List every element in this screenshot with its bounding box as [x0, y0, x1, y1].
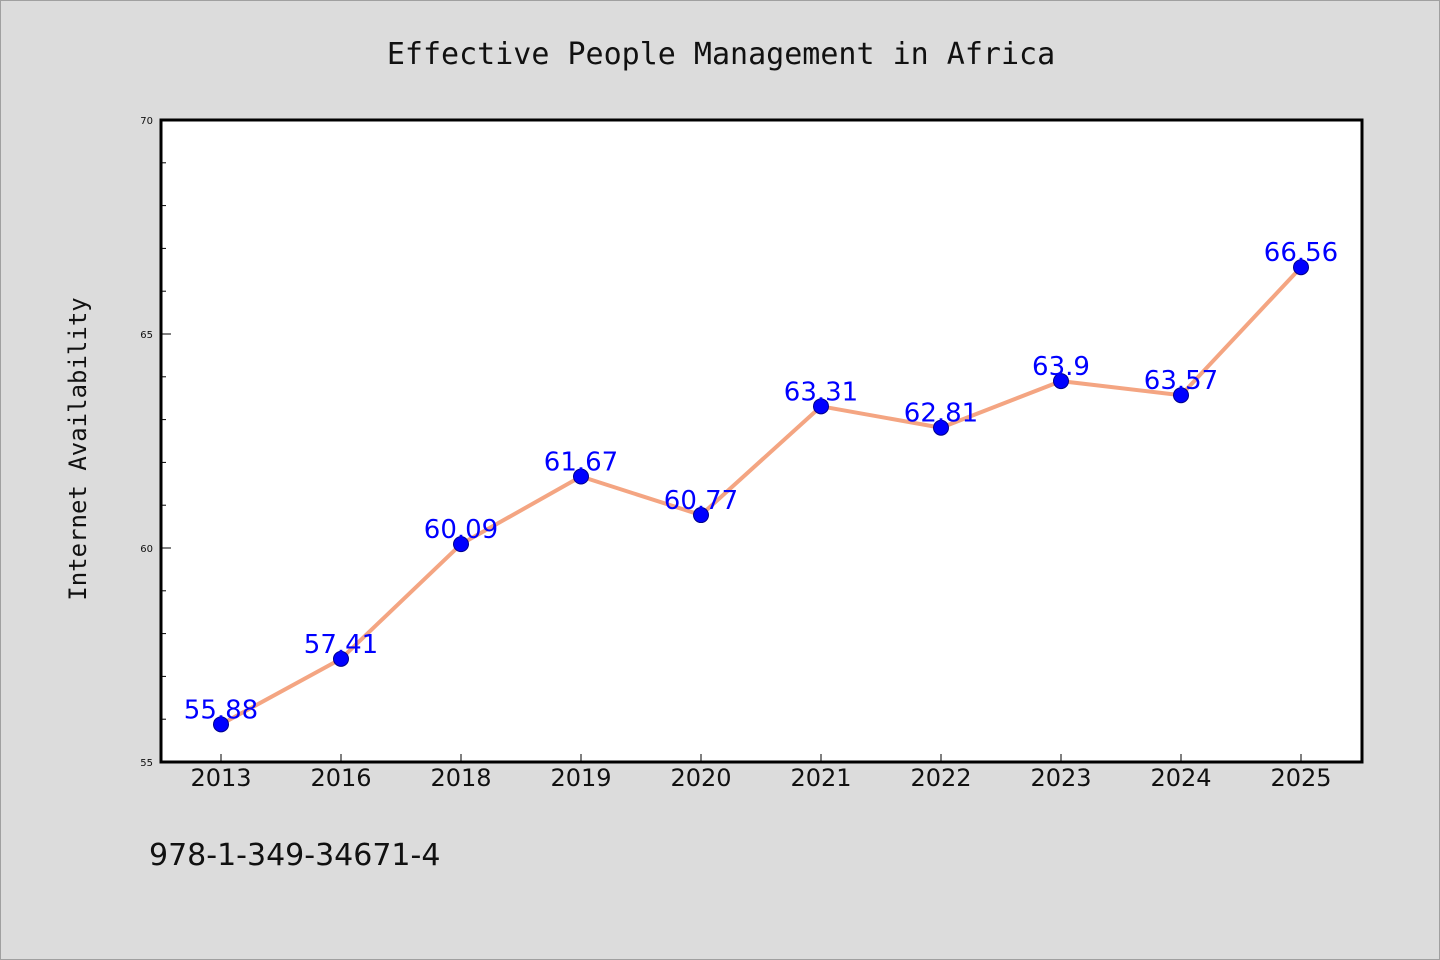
- series-line: [219, 265, 1303, 727]
- x-tick-label: 2018: [430, 764, 491, 792]
- data-label: 66.56: [1264, 238, 1338, 268]
- data-point: [213, 716, 229, 733]
- footnote-isbn: 978-1-349-34671-4: [149, 838, 440, 873]
- data-point: [1053, 373, 1069, 390]
- data-label: 60.09: [424, 515, 498, 545]
- x-tick-label: 2024: [1150, 764, 1211, 792]
- y-tick-label: 65: [140, 330, 153, 341]
- y-tick-label: 55: [140, 758, 153, 769]
- data-label: 63.57: [1144, 366, 1218, 396]
- data-label: 63.31: [784, 377, 858, 407]
- data-label: 60.77: [664, 486, 738, 516]
- y-tick-label: 70: [140, 116, 153, 127]
- data-point: [813, 398, 829, 415]
- y-tick-label: 60: [140, 544, 153, 555]
- chart-title: Effective People Management in Africa: [387, 37, 1055, 72]
- x-tick-label: 2025: [1270, 764, 1331, 792]
- data-point: [333, 650, 349, 667]
- data-label: 57.41: [304, 630, 378, 660]
- data-label: 62.81: [904, 399, 978, 429]
- data-label: 61.67: [544, 448, 618, 478]
- x-tick-label: 2023: [1030, 764, 1091, 792]
- x-axis: 2013 2016 2018 2019 2020 2021 2022 2023 2024 2025: [190, 754, 1332, 792]
- y-axis-label: Internet Availability: [64, 297, 92, 600]
- x-tick-label: 2020: [670, 764, 731, 792]
- data-point: [573, 468, 589, 485]
- data-point: [693, 507, 709, 524]
- data-label: 63.9: [1032, 352, 1090, 382]
- y-axis: 55 60 65 70: [140, 116, 171, 769]
- series-internet-availability: [213, 259, 1309, 733]
- plot-area: [159, 118, 1364, 764]
- x-tick-label: 2019: [550, 764, 611, 792]
- data-point: [933, 419, 949, 436]
- data-point: [1293, 259, 1309, 276]
- x-tick-label: 2013: [190, 764, 251, 792]
- data-point: [1173, 387, 1189, 404]
- x-tick-label: 2021: [790, 764, 851, 792]
- data-point: [453, 536, 469, 553]
- x-tick-label: 2022: [910, 764, 971, 792]
- x-tick-label: 2016: [310, 764, 371, 792]
- data-labels: 55.88 57.41 60.09 61.67 60.77 63.31 62.81 63.9 6…: [184, 238, 1338, 725]
- data-label: 55.88: [184, 695, 258, 725]
